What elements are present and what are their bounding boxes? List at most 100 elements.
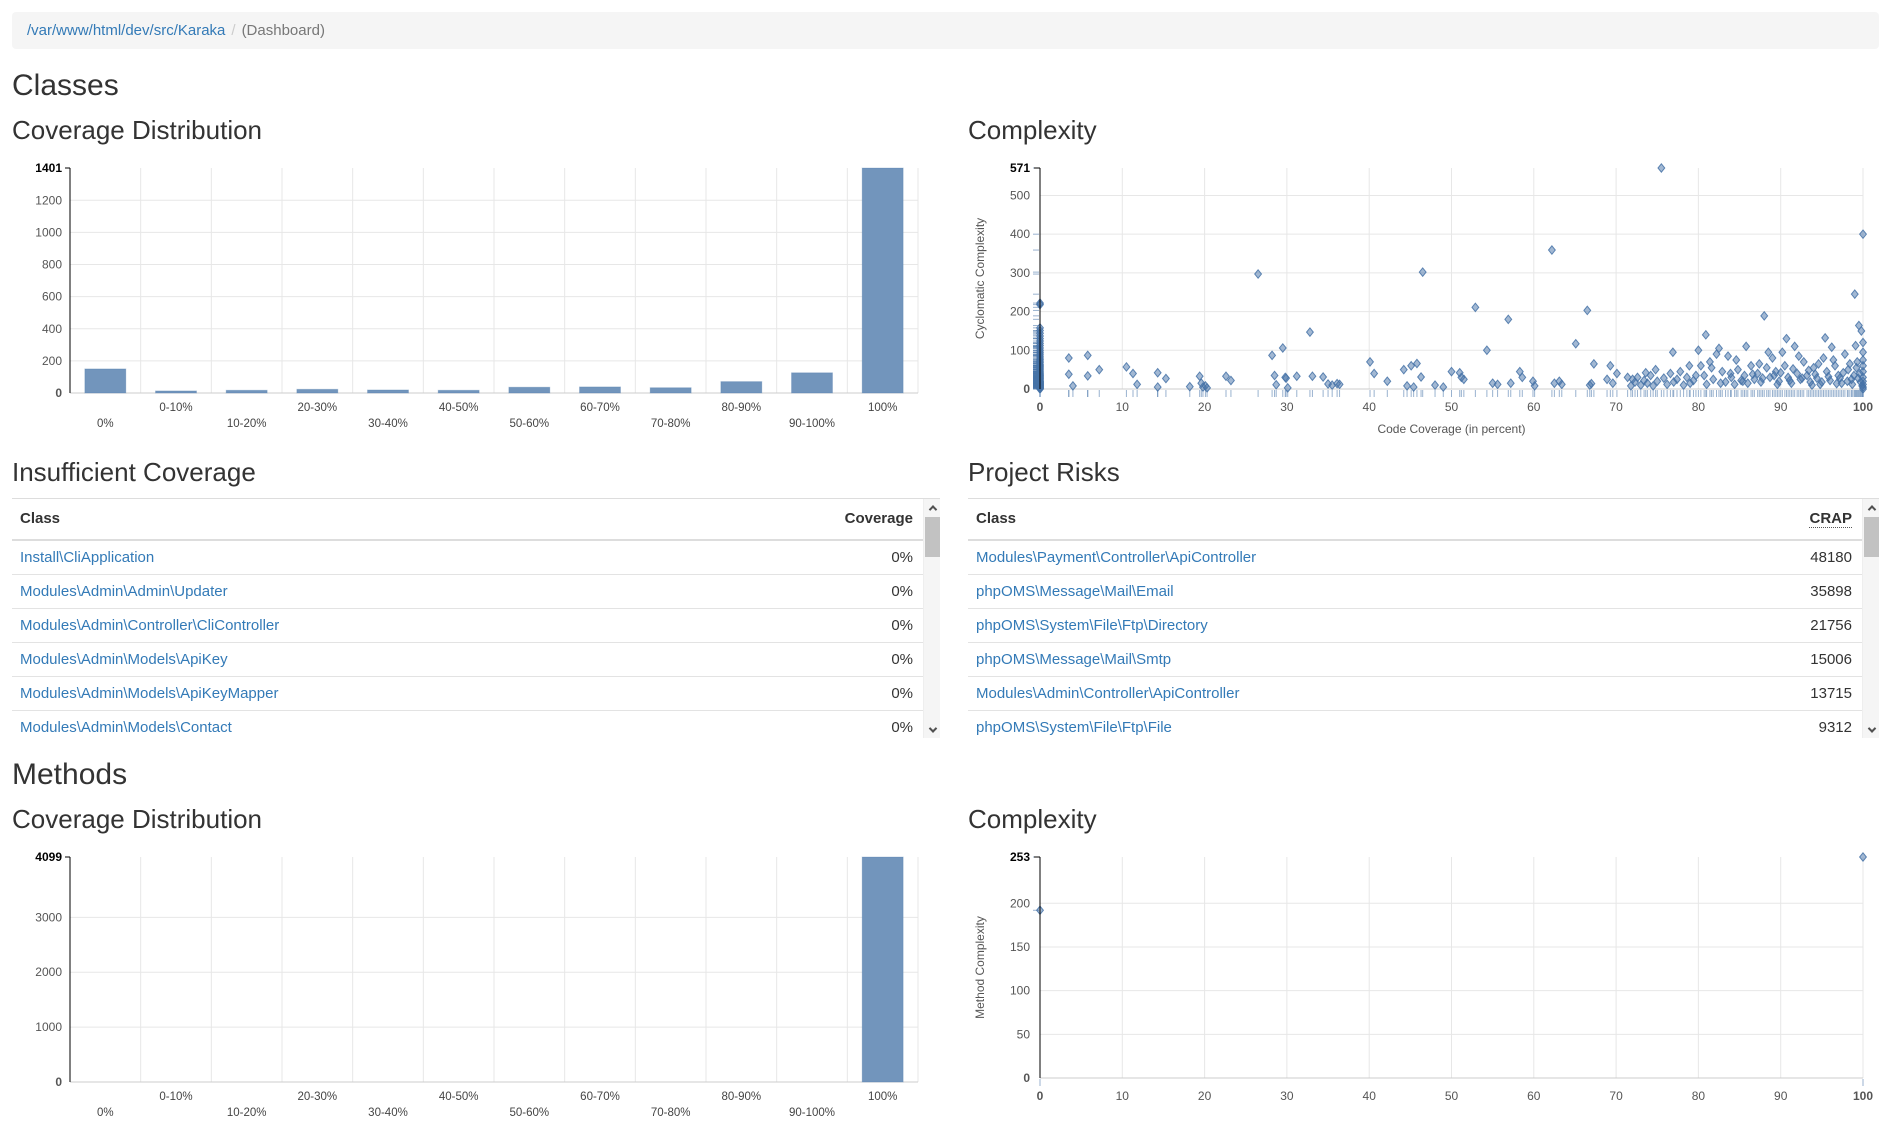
column-header: Class — [968, 499, 1709, 541]
svg-text:60: 60 — [1527, 1089, 1541, 1103]
column-header: Coverage — [702, 499, 923, 541]
svg-text:1401: 1401 — [35, 161, 62, 175]
scroll-down-button[interactable] — [924, 721, 940, 738]
classes-section-title: Classes — [12, 69, 119, 102]
svg-text:80-90%: 80-90% — [722, 1091, 762, 1103]
table-row: Modules\Admin\Models\ApiKey 0% — [12, 642, 923, 677]
svg-text:30: 30 — [1280, 400, 1294, 414]
svg-text:80-90%: 80-90% — [722, 402, 762, 414]
class-link[interactable]: Modules\Admin\Admin\Updater — [20, 583, 228, 600]
scrollbar-thumb[interactable] — [1864, 517, 1879, 557]
bar-chart-svg: 0 1000 2000 3000 4099 0% 0-10% 10-20% 20-30% 30-4… — [35, 850, 919, 1119]
value-cell: 0% — [702, 574, 923, 609]
value-cell: 13715 — [1708, 676, 1862, 711]
class-link[interactable]: Modules\Admin\Controller\ApiController — [976, 685, 1240, 702]
class-link[interactable]: Modules\Admin\Models\ApiKeyMapper — [20, 685, 279, 702]
svg-text:400: 400 — [1010, 227, 1030, 241]
svg-text:20: 20 — [1198, 1089, 1212, 1103]
svg-text:200: 200 — [1010, 896, 1030, 910]
table-row: phpOMS\Message\Mail\Email 35898 — [968, 574, 1862, 609]
classes-coverage-chart[interactable]: 0 200 400 600 800 1000 1200 1401 0% 0-10% 10-20% 20… — [12, 156, 940, 441]
table-scrollbar[interactable] — [923, 499, 940, 738]
svg-text:70: 70 — [1609, 1089, 1623, 1103]
class-link[interactable]: Install\CliApplication — [20, 549, 155, 566]
scroll-down-button[interactable] — [1863, 721, 1879, 738]
insufficient-coverage-title: Insufficient Coverage — [12, 457, 256, 487]
classes-complexity-title: Complexity — [968, 115, 1097, 145]
column-header[interactable]: CRAP — [1708, 499, 1862, 541]
svg-text:0: 0 — [1037, 1089, 1044, 1103]
svg-text:100%: 100% — [868, 402, 897, 414]
value-cell: 0% — [702, 710, 923, 738]
table-row: phpOMS\Message\Mail\Smtp 15006 — [968, 642, 1862, 677]
svg-text:3000: 3000 — [35, 910, 62, 924]
class-link[interactable]: Modules\Admin\Models\ApiKey — [20, 651, 228, 668]
svg-text:571: 571 — [1010, 161, 1030, 175]
svg-text:40: 40 — [1363, 1089, 1377, 1103]
svg-text:40: 40 — [1363, 400, 1377, 414]
svg-text:1000: 1000 — [35, 225, 62, 239]
scroll-up-button[interactable] — [924, 499, 940, 516]
methods-complexity-title: Complexity — [968, 804, 1097, 834]
chevron-up-icon — [1867, 504, 1876, 514]
methods-coverage-title: Coverage Distribution — [12, 804, 263, 834]
table-row: Modules\Payment\Controller\ApiController… — [968, 540, 1862, 575]
class-link[interactable]: Modules\Admin\Controller\CliController — [20, 617, 280, 634]
svg-text:100%: 100% — [868, 1091, 897, 1103]
breadcrumb-project-link[interactable]: /var/www/html/dev/src/Karaka — [27, 22, 226, 39]
svg-text:0: 0 — [1023, 382, 1030, 396]
table-row: phpOMS\System\File\Ftp\File 9312 — [968, 710, 1862, 738]
svg-text:90-100%: 90-100% — [789, 418, 835, 430]
classes-complexity-chart[interactable]: 0 100 200 300 400 500 571 0 10 20 30 40 50 60 70 80 90 10… — [968, 156, 1879, 441]
class-link[interactable]: phpOMS\System\File\Ftp\Directory — [976, 617, 1208, 634]
class-link[interactable]: phpOMS\Message\Mail\Smtp — [976, 651, 1172, 668]
table-row: Modules\Admin\Models\ApiKeyMapper 0% — [12, 676, 923, 711]
value-cell: 21756 — [1708, 608, 1862, 643]
table-header-row: Class Coverage — [12, 499, 923, 541]
svg-text:0%: 0% — [97, 1107, 114, 1119]
svg-text:200: 200 — [1010, 305, 1030, 319]
svg-text:253: 253 — [1010, 850, 1030, 864]
svg-text:150: 150 — [1010, 940, 1030, 954]
svg-text:200: 200 — [42, 354, 62, 368]
svg-text:500: 500 — [1010, 188, 1030, 202]
methods-coverage-chart[interactable]: 0 1000 2000 3000 4099 0% 0-10% 10-20% 20-30% 30-4… — [12, 845, 940, 1130]
methods-section-title: Methods — [12, 758, 128, 791]
svg-text:800: 800 — [42, 258, 62, 272]
svg-text:20-30%: 20-30% — [298, 402, 338, 414]
svg-text:90-100%: 90-100% — [789, 1107, 835, 1119]
svg-text:20: 20 — [1198, 400, 1212, 414]
table-row: Install\CliApplication 0% — [12, 540, 923, 575]
table-scrollbar[interactable] — [1862, 499, 1879, 738]
value-cell: 0% — [702, 540, 923, 575]
table-row: Modules\Admin\Controller\ApiController 13… — [968, 676, 1862, 711]
insufficient-coverage-table: Class Coverage Install\CliApplication 0% Mod… — [12, 499, 923, 738]
svg-text:50-60%: 50-60% — [510, 418, 550, 430]
svg-text:0-10%: 0-10% — [159, 1091, 192, 1103]
svg-text:100: 100 — [1010, 343, 1030, 357]
svg-text:Code Coverage (in percent): Code Coverage (in percent) — [1377, 422, 1525, 436]
scrollbar-thumb[interactable] — [925, 517, 940, 557]
svg-text:Cyclomatic Complexity: Cyclomatic Complexity — [973, 218, 987, 339]
table-row: phpOMS\System\File\Ftp\Directory 21756 — [968, 608, 1862, 643]
classes-coverage-title: Coverage Distribution — [12, 115, 263, 145]
svg-text:0-10%: 0-10% — [159, 402, 192, 414]
class-link[interactable]: Modules\Payment\Controller\ApiController — [976, 549, 1257, 566]
svg-text:100: 100 — [1853, 400, 1873, 414]
class-link[interactable]: phpOMS\System\File\Ftp\File — [976, 719, 1172, 736]
class-link[interactable]: Modules\Admin\Models\Contact — [20, 719, 232, 736]
breadcrumb: /var/www/html/dev/src/Karaka / (Dashboard) — [12, 12, 1879, 49]
class-link[interactable]: phpOMS\Message\Mail\Email — [976, 583, 1174, 600]
svg-text:70: 70 — [1609, 400, 1623, 414]
table-header-row: Class CRAP — [968, 499, 1862, 541]
value-cell: 35898 — [1708, 574, 1862, 609]
insufficient-coverage-table-wrap: Class Coverage Install\CliApplication 0% Mod… — [12, 498, 940, 738]
svg-text:0: 0 — [1037, 400, 1044, 414]
svg-text:40-50%: 40-50% — [439, 402, 479, 414]
svg-text:Method Complexity: Method Complexity — [973, 916, 987, 1019]
svg-text:30-40%: 30-40% — [368, 1107, 408, 1119]
value-cell: 0% — [702, 676, 923, 711]
scroll-up-button[interactable] — [1863, 499, 1879, 516]
methods-complexity-chart[interactable]: 0 50 100 150 200 253 0 10 20 30 40 50 60 70 80 90 100 Met… — [968, 845, 1879, 1130]
